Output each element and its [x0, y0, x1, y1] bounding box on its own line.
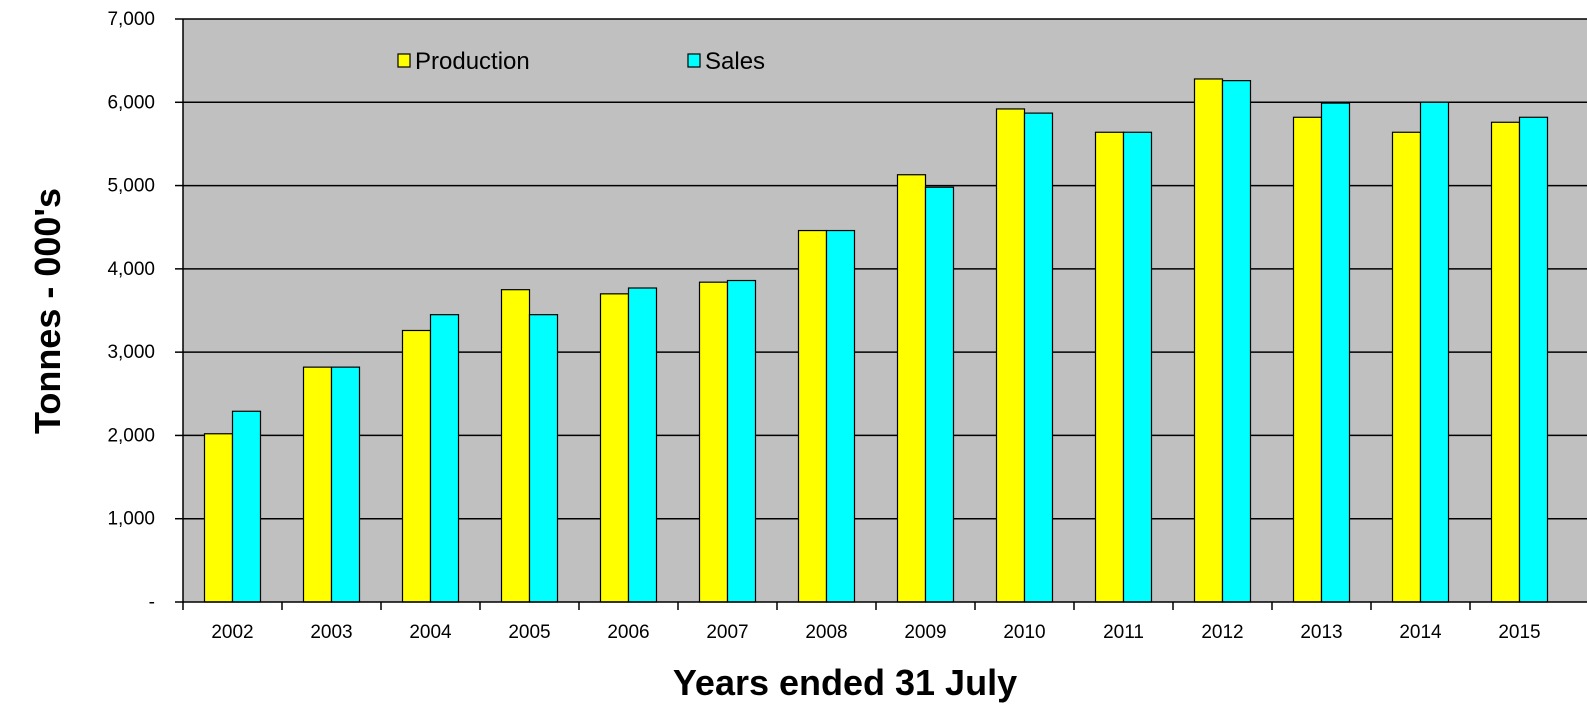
bar-production-2007 — [698, 281, 729, 603]
legend-label-production: Production — [415, 48, 530, 75]
x-tick-label: 2007 — [706, 622, 748, 643]
bars — [203, 78, 1549, 603]
legend-swatch-sales — [687, 53, 701, 68]
y-tick-label: 7,000 — [107, 9, 155, 30]
bar-sales-2014 — [1419, 101, 1450, 603]
y-tick-label: 6,000 — [107, 92, 155, 113]
bar-production-2004 — [401, 329, 432, 603]
axes — [175, 18, 1587, 610]
bar-sales-2006 — [627, 287, 658, 603]
legend-label-sales: Sales — [705, 48, 765, 75]
y-tick-labels: - 1,000 2,000 3,000 4,000 5,000 6,000 7,000 — [107, 9, 155, 613]
x-tick-label: 2006 — [607, 622, 649, 643]
bar-sales-2005 — [528, 314, 559, 603]
bar-sales-2007 — [726, 279, 757, 603]
bar-production-2012 — [1193, 78, 1224, 603]
x-tick-label: 2010 — [1003, 622, 1045, 643]
x-tick-labels: 2002 2003 2004 2005 2006 2007 2008 2009 2010 2011… — [211, 622, 1540, 643]
bar-sales-2010 — [1023, 112, 1054, 603]
legend-swatch-production — [397, 53, 411, 68]
x-tick-label: 2005 — [508, 622, 550, 643]
y-tick-label: - — [149, 592, 155, 613]
bar-sales-2004 — [429, 314, 460, 603]
bar-sales-2013 — [1320, 102, 1351, 603]
y-tick-label: 5,000 — [107, 176, 155, 197]
bar-sales-2003 — [330, 366, 361, 603]
bar-production-2006 — [599, 293, 630, 603]
y-tick-label: 1,000 — [107, 509, 155, 530]
x-tick-label: 2015 — [1498, 622, 1540, 643]
bar-production-2009 — [896, 174, 927, 603]
bar-sales-2008 — [825, 229, 856, 603]
y-tick-label: 2,000 — [107, 425, 155, 446]
x-axis-title: Years ended 31 July — [673, 662, 1017, 703]
x-tick-label: 2003 — [310, 622, 352, 643]
bar-production-2005 — [500, 289, 531, 603]
bar-sales-2009 — [924, 186, 955, 603]
bar-production-2014 — [1391, 131, 1422, 603]
x-tick-label: 2008 — [805, 622, 847, 643]
bar-production-2015 — [1490, 121, 1521, 603]
x-tick-label: 2009 — [904, 622, 946, 643]
bar-sales-2011 — [1122, 131, 1153, 603]
x-tick-label: 2012 — [1201, 622, 1243, 643]
x-tick-label: 2002 — [211, 622, 253, 643]
bar-sales-2015 — [1518, 116, 1549, 603]
x-tick-label: 2004 — [409, 622, 452, 643]
bar-production-2010 — [995, 108, 1026, 603]
bar-production-2008 — [797, 229, 828, 603]
bar-production-2011 — [1094, 131, 1125, 603]
legend: Production Sales — [397, 48, 765, 75]
bar-production-2003 — [302, 366, 333, 603]
x-tick-label: 2014 — [1399, 622, 1442, 643]
x-tick-label: 2011 — [1103, 622, 1144, 643]
plot-area — [183, 19, 1587, 602]
bar-production-2013 — [1292, 116, 1323, 603]
y-tick-label: 4,000 — [107, 259, 155, 280]
x-tick-label: 2013 — [1300, 622, 1342, 643]
bar-production-2002 — [203, 433, 234, 603]
y-tick-label: 3,000 — [107, 342, 155, 363]
bar-sales-2002 — [231, 410, 262, 603]
y-axis-title: Tonnes - 000's — [27, 188, 68, 434]
bar-sales-2012 — [1221, 80, 1252, 603]
